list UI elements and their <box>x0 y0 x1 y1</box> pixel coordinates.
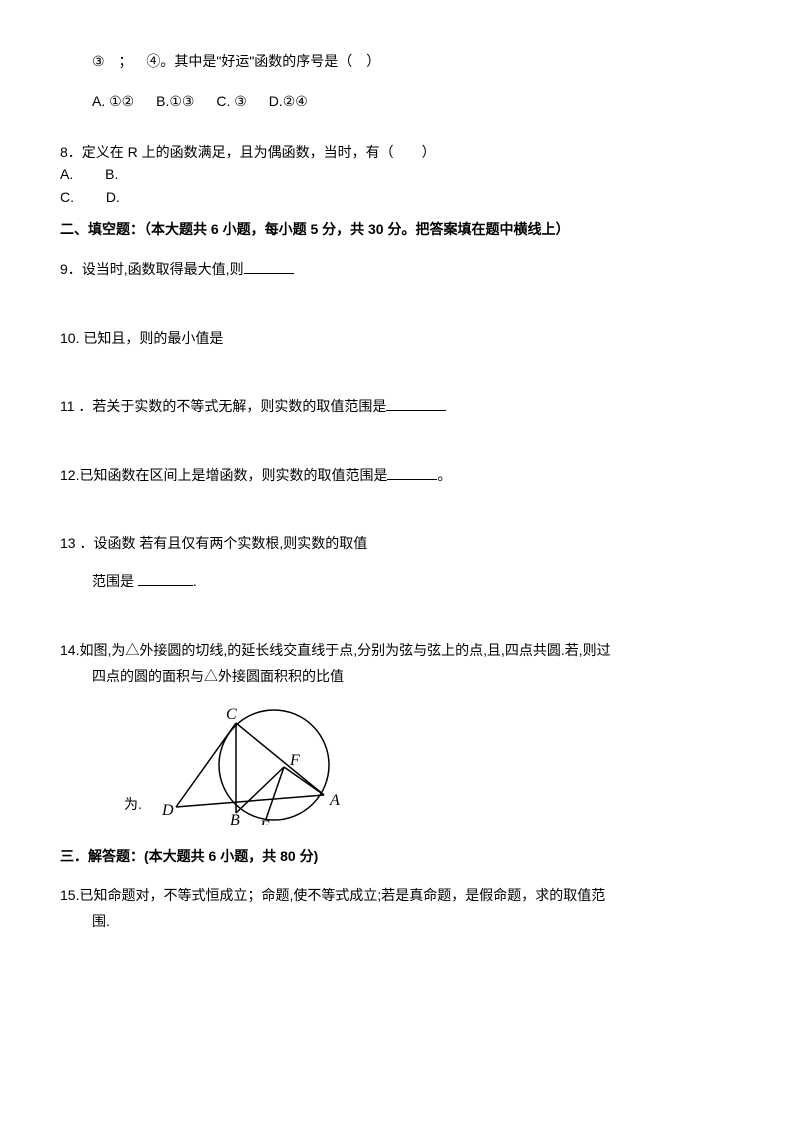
question-10: 10. 已知且，则的最小值是 <box>60 327 740 349</box>
q8-choices-row2: C. D. <box>60 186 740 208</box>
q15-line1: 15.已知命题对，不等式恒成立；命题,使不等式成立;若是真命题，是假命题，求的取… <box>60 884 740 906</box>
q14-line2: 四点的圆的面积与△外接圆面积积的比值 <box>60 665 740 687</box>
question-12: 12.已知函数在区间上是增函数，则实数的取值范围是 。 <box>60 464 740 486</box>
q14-diagram-row: 为. C D B E A F <box>60 695 740 825</box>
q13-line2: 范围是 . <box>60 570 740 592</box>
cont-choices: A. ①② B.①③ C. ③ D.②④ <box>60 90 740 112</box>
question-9: 9．设当时,函数取得最大值,则 <box>60 258 740 280</box>
q15-line2: 围. <box>60 910 740 932</box>
q9-text: 9．设当时,函数取得最大值,则 <box>60 261 244 277</box>
question-15: 15.已知命题对，不等式恒成立；命题,使不等式成立;若是真命题，是假命题，求的取… <box>60 884 740 933</box>
q8-d: D. <box>106 189 120 205</box>
question-13: 13 ．设函数 若有且仅有两个实数根,则实数的取值 范围是 . <box>60 532 740 593</box>
q14-line1: 14.如图,为△外接圆的切线,的延长线交直线于点,分别为弦与弦上的点,且,四点共… <box>60 639 740 661</box>
geometry-diagram: C D B E A F <box>144 695 354 825</box>
q14-wei: 为. <box>124 793 142 815</box>
svg-text:B: B <box>230 812 240 825</box>
choice-d: D.②④ <box>269 93 308 109</box>
choice-a: A. ①② <box>92 93 134 109</box>
question-continuation: ③ ； ④。其中是"好运"函数的序号是（ ） A. ①② B.①③ C. ③ D… <box>60 50 740 113</box>
q8-b: B. <box>105 166 118 182</box>
svg-text:D: D <box>161 802 174 819</box>
q9-blank <box>244 260 294 274</box>
svg-text:C: C <box>226 706 237 723</box>
q13-period: . <box>193 573 197 589</box>
cont-line: ③ ； ④。其中是"好运"函数的序号是（ ） <box>60 50 740 72</box>
q12-text: 12.已知函数在区间上是增函数，则实数的取值范围是 <box>60 467 387 483</box>
q8-c: C. <box>60 189 74 205</box>
question-11: 11 ．若关于实数的不等式无解，则实数的取值范围是 <box>60 395 740 417</box>
choice-c: C. ③ <box>216 93 246 109</box>
section-2-heading: 二、填空题：（本大题共 6 小题，每小题 5 分，共 30 分。把答案填在题中横… <box>60 218 740 240</box>
q12-blank <box>387 466 437 480</box>
cont-③: ③ <box>92 53 105 69</box>
q13-line1: 13 ．设函数 若有且仅有两个实数根,则实数的取值 <box>60 532 740 554</box>
q8-text: 8．定义在 R 上的函数满足，且为偶函数，当时，有（ ） <box>60 141 740 163</box>
choice-b: B.①③ <box>156 93 194 109</box>
q8-a: A. <box>60 166 73 182</box>
q12-period: 。 <box>437 467 451 483</box>
section-3-heading: 三．解答题：(本大题共 6 小题，共 80 分) <box>60 845 740 867</box>
q10-text: 10. 已知且，则的最小值是 <box>60 330 223 346</box>
q13-range: 范围是 <box>92 573 138 589</box>
q8-choices-row1: A. B. <box>60 163 740 185</box>
svg-text:A: A <box>329 792 340 809</box>
q11-text: 11 ．若关于实数的不等式无解，则实数的取值范围是 <box>60 398 386 414</box>
cont-④-text: ④。其中是"好运"函数的序号是（ ） <box>146 53 380 69</box>
q13-blank <box>138 572 193 586</box>
cont-sep: ； <box>118 53 132 69</box>
svg-text:F: F <box>289 752 300 769</box>
question-14: 14.如图,为△外接圆的切线,的延长线交直线于点,分别为弦与弦上的点,且,四点共… <box>60 639 740 826</box>
svg-text:E: E <box>259 818 270 825</box>
question-8: 8．定义在 R 上的函数满足，且为偶函数，当时，有（ ） A. B. C. D. <box>60 141 740 208</box>
q11-blank <box>386 397 446 411</box>
